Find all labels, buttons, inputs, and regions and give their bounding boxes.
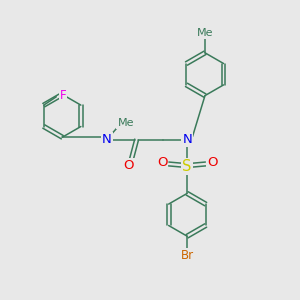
Text: F: F	[59, 89, 66, 102]
Text: S: S	[182, 159, 192, 174]
Text: Me: Me	[197, 28, 213, 38]
Text: O: O	[157, 156, 167, 169]
Text: N: N	[102, 133, 112, 146]
Text: Me: Me	[117, 118, 134, 128]
Text: N: N	[182, 133, 192, 146]
Text: Br: Br	[181, 249, 194, 262]
Text: O: O	[123, 159, 134, 172]
Text: O: O	[207, 156, 217, 169]
